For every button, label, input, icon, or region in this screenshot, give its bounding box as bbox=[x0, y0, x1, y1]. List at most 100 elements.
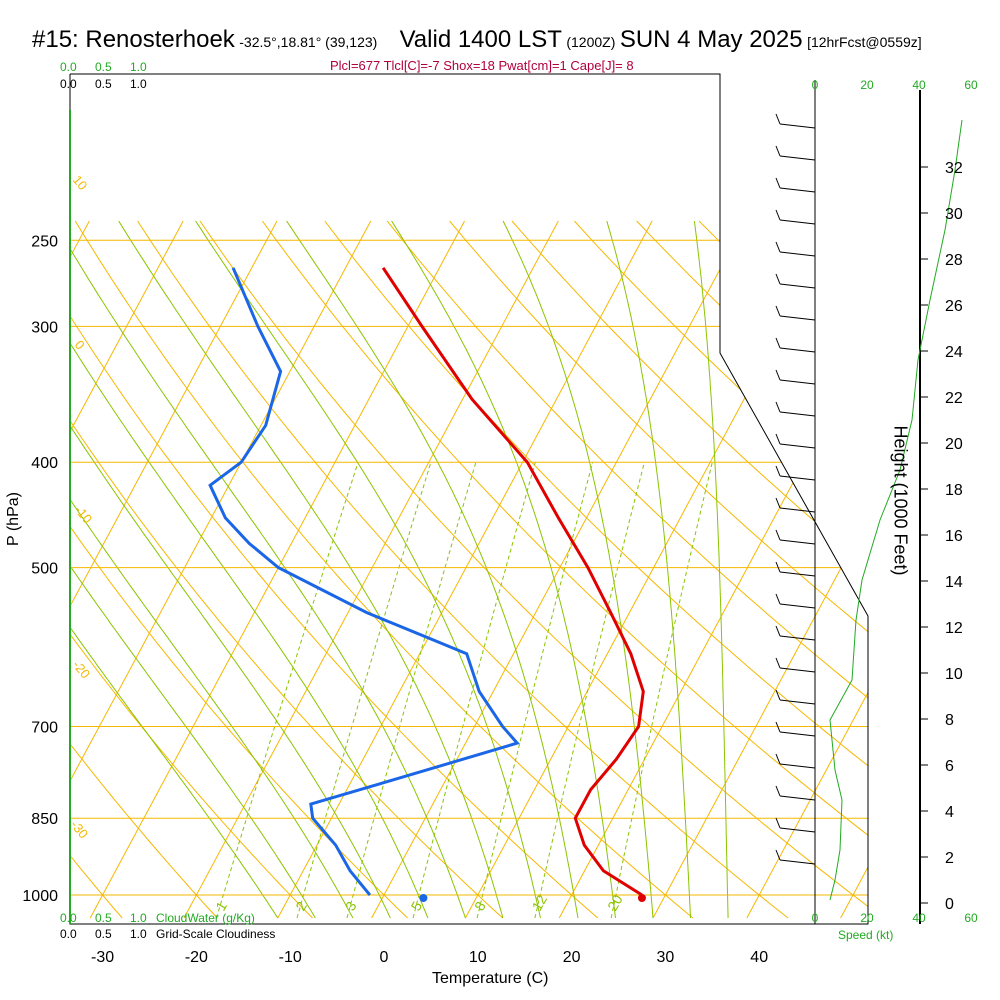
isotherm-line bbox=[70, 220, 278, 919]
wind-barb-staff bbox=[779, 539, 816, 545]
dry-adiabat-label: 10 bbox=[70, 172, 91, 193]
cloudiness-axis-label: Grid-Scale Cloudiness bbox=[156, 927, 275, 941]
wind-barb-flag bbox=[775, 785, 781, 797]
moist-adiabat-line bbox=[118, 220, 504, 919]
mixing-ratio-label: 12 bbox=[528, 892, 550, 914]
isotherm-line bbox=[464, 220, 841, 919]
wind-barb-flag bbox=[775, 689, 781, 701]
temperature-tick-label: 30 bbox=[657, 949, 675, 966]
valid-time: Valid 1400 LST bbox=[399, 26, 562, 53]
cloudwater-tick-top: 0.5 bbox=[95, 60, 112, 74]
height-tick-label: 26 bbox=[945, 298, 963, 315]
height-tick-label: 10 bbox=[945, 666, 963, 683]
isotherm-line bbox=[652, 220, 868, 919]
mixing-ratio-line bbox=[215, 462, 359, 919]
wind-barb-flag bbox=[775, 465, 781, 477]
wind-barb-flag bbox=[775, 145, 781, 157]
height-tick-label: 32 bbox=[945, 160, 963, 177]
wind-barb-staff bbox=[779, 731, 816, 737]
wind-barbs bbox=[775, 113, 963, 901]
cloudwater-tick-top: 1.0 bbox=[130, 60, 147, 74]
isotherm-label: 30 bbox=[836, 533, 867, 564]
height-tick-label: 12 bbox=[945, 620, 963, 637]
wind-barb-flag bbox=[775, 817, 781, 829]
cloudwater-tick-top: 0.0 bbox=[60, 60, 77, 74]
height-tick-label: 0 bbox=[945, 896, 954, 913]
mixing-ratio-line bbox=[476, 462, 594, 919]
moist-adiabat-line bbox=[70, 220, 466, 919]
wind-barb-staff bbox=[779, 763, 816, 769]
moist-adiabat-line bbox=[502, 220, 654, 919]
wind-barb-staff bbox=[779, 603, 816, 609]
plot-frame bbox=[69, 73, 921, 925]
wind-barb-staff bbox=[779, 827, 816, 833]
mixing-ratio-line bbox=[296, 462, 432, 919]
wind-barb-staff bbox=[779, 859, 816, 865]
isotherm-line bbox=[746, 220, 868, 919]
moist-adiabat-line bbox=[195, 220, 541, 919]
cloudiness-tick-bottom: 0.5 bbox=[95, 927, 112, 941]
dry-adiabat-line bbox=[70, 220, 504, 919]
dry-adiabat-label: -30 bbox=[68, 817, 92, 841]
moist-adiabat-line bbox=[391, 220, 616, 919]
surface-temperature-dot bbox=[637, 894, 646, 902]
mixing-ratio-label: 2 bbox=[292, 898, 310, 913]
wind-barb-staff bbox=[779, 251, 816, 257]
isotherm-line bbox=[558, 220, 868, 919]
speed-tick-top: 20 bbox=[860, 78, 874, 92]
dry-adiabat-line bbox=[199, 220, 868, 919]
wind-speed-line bbox=[829, 119, 963, 901]
surface-dewpoint-dot bbox=[419, 894, 428, 902]
height-tick-label: 22 bbox=[945, 390, 963, 407]
height-tick-label: 8 bbox=[945, 712, 954, 729]
wind-barb-staff bbox=[779, 635, 816, 641]
speed-tick-top: 60 bbox=[964, 78, 978, 92]
cloudiness-tick-top: 0.0 bbox=[60, 77, 77, 91]
temperature-tick-label: 10 bbox=[469, 949, 487, 966]
dry-adiabat-line bbox=[137, 220, 789, 919]
dry-adiabat-line bbox=[386, 220, 868, 919]
cloudiness-tick-bottom: 0.0 bbox=[60, 927, 77, 941]
moist-adiabat-line bbox=[70, 220, 429, 919]
pressure-tick-label: 250 bbox=[31, 233, 58, 250]
dry-adiabat-line bbox=[823, 220, 868, 919]
cloudwater-tick-bottom: 0.0 bbox=[60, 911, 77, 925]
wind-barb-staff bbox=[779, 443, 816, 449]
isotherm-line bbox=[277, 220, 653, 919]
pressure-tick-label: 500 bbox=[31, 561, 58, 578]
dry-adiabat-line bbox=[261, 220, 868, 919]
dry-adiabat-line bbox=[449, 220, 868, 919]
temperature-tick-label: 20 bbox=[563, 949, 581, 966]
valid-time-z: (1200Z) bbox=[566, 34, 616, 50]
speed-tick-top: 40 bbox=[912, 78, 926, 92]
temperature-profile-line bbox=[381, 266, 645, 897]
wind-barb-staff bbox=[779, 155, 816, 161]
pressure-tick-label: 300 bbox=[31, 319, 58, 336]
wind-barb-staff bbox=[779, 795, 816, 801]
dry-adiabat-line bbox=[70, 220, 408, 919]
cloudwater-axis-label: CloudWater (g/Kg) bbox=[156, 911, 255, 925]
pressure-tick-label: 400 bbox=[31, 455, 58, 472]
isotherm-label: 0 bbox=[720, 228, 742, 252]
height-tick-label: 2 bbox=[945, 850, 954, 867]
speed-tick-bottom: 20 bbox=[860, 911, 874, 925]
dry-adiabat-line bbox=[698, 220, 868, 919]
height-tick-label: 30 bbox=[945, 206, 963, 223]
wind-barb-staff bbox=[779, 699, 816, 705]
height-tick-label: 14 bbox=[945, 574, 963, 591]
sounding-parameters: Plcl=677 Tlcl[C]=-7 Shox=18 Pwat[cm]=1 C… bbox=[330, 58, 634, 73]
speed-tick-top: 0 bbox=[812, 78, 819, 92]
pressure-tick-label: 1000 bbox=[22, 888, 58, 905]
wind-barb-staff bbox=[779, 379, 816, 385]
cloudiness-tick-bottom: 1.0 bbox=[130, 927, 147, 941]
isotherm-line bbox=[70, 220, 372, 919]
temperature-tick-label: 0 bbox=[380, 949, 389, 966]
forecast-info: [12hrFcst@0559z] bbox=[807, 34, 922, 50]
isotherm-line bbox=[70, 220, 184, 919]
mixing-ratio-label: 8 bbox=[471, 898, 489, 913]
wind-barb-flag bbox=[775, 561, 781, 573]
wind-barb-staff bbox=[779, 507, 816, 513]
pressure-tick-label: 700 bbox=[31, 720, 58, 737]
